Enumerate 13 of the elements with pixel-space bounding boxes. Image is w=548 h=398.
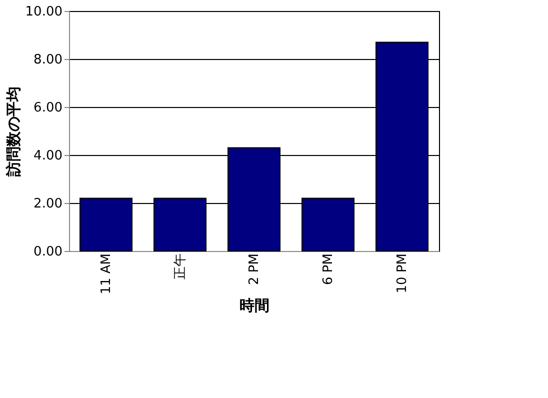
x-tick-label: 11 AM — [99, 254, 114, 294]
y-tick-label: 8.00 — [34, 52, 62, 68]
y-tick-label: 10.00 — [25, 4, 62, 20]
y-axis-title: 訪問数の平均 — [4, 86, 22, 178]
y-tick-label: 6.00 — [34, 100, 62, 116]
y-tick-label: 4.00 — [34, 148, 62, 164]
x-tick-label: 正午 — [173, 254, 188, 280]
x-tick-label: 10 PM — [395, 254, 410, 294]
x-axis-title: 時間 — [240, 296, 270, 314]
x-tick-label: 2 PM — [247, 254, 262, 285]
y-tick-label: 2.00 — [34, 196, 62, 212]
y-tick-label: 0.00 — [34, 244, 62, 260]
x-tick-label: 6 PM — [321, 254, 336, 285]
